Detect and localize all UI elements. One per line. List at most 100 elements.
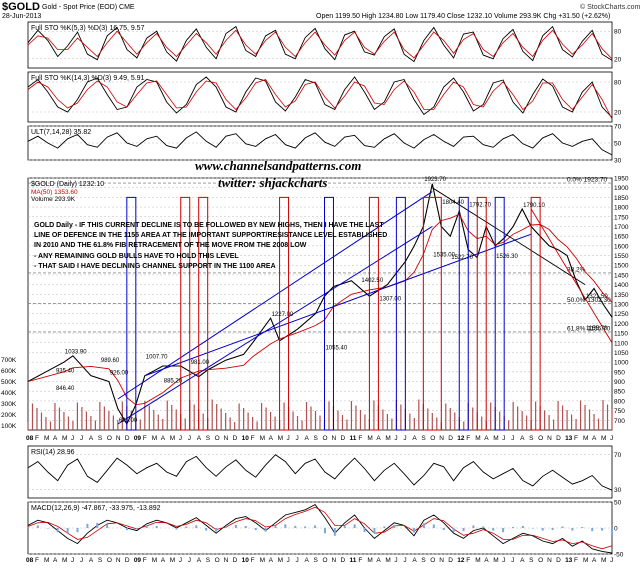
y-tick-label: 20 [614, 56, 622, 63]
x-tick-label: J [511, 557, 514, 564]
panel-macd: -50 0 50 MACD(12,26,9) -47.867, -33.975, -1… [27, 500, 624, 559]
x-tick-label: S [206, 557, 211, 564]
y-tick-label: 750 [614, 408, 625, 415]
price-label: 681.00 [119, 418, 138, 424]
x-tick-label: J [296, 557, 299, 564]
x-tick-label: 13 [565, 557, 573, 564]
annotation-line: GOLD Daily - IF THIS CURRENT DECLINE IS … [34, 222, 384, 229]
x-tick-label: S [314, 557, 319, 564]
volume-tick-label: 700K [1, 357, 17, 364]
panel-frame [27, 445, 613, 499]
x-tick-label: J [502, 557, 505, 564]
x-tick-label: A [89, 557, 94, 564]
x-tick-label: 09 [134, 557, 142, 564]
x-tick-label: S [206, 435, 211, 442]
price-label: 1321.50 [586, 294, 608, 300]
panel-title: ULT(7,14,28) 35.82 [31, 129, 91, 136]
price-label: 885.20 [164, 378, 183, 384]
x-tick-label: J [394, 557, 397, 564]
annotation-line: - ANY REMAINING GOLD BULLS HAVE TO HOLD … [34, 253, 239, 260]
price-label: 1402.50 [361, 278, 383, 284]
x-tick-label: F [358, 435, 362, 442]
x-tick-label: J [188, 557, 191, 564]
x-tick-label: J [610, 557, 613, 564]
x-tick-label: A [484, 557, 489, 564]
y-tick-label: 900 [614, 379, 625, 386]
x-tick-label: N [331, 435, 336, 442]
x-tick-label: F [574, 435, 578, 442]
legend-entry: MA(50) 1353.60 [31, 189, 78, 196]
brand: © StockCharts.com [580, 3, 640, 11]
x-tick-label: A [305, 557, 310, 564]
price-label: 989.60 [101, 358, 120, 364]
price-label: 1007.70 [146, 355, 168, 361]
volume-tick-label: 100K [1, 423, 17, 430]
volume-tick-label: 500K [1, 379, 17, 386]
volume-tick-label: 300K [1, 401, 17, 408]
series-line-MACD [27, 504, 613, 554]
x-tick-label: O [430, 435, 435, 442]
x-tick-label: 08 [26, 435, 34, 442]
y-tick-label: 1550 [614, 253, 629, 260]
y-tick-label: 50 [614, 141, 622, 148]
x-tick-label: J [287, 435, 290, 442]
x-tick-label: J [71, 557, 74, 564]
x-tick-label: F [466, 557, 470, 564]
panel-title: Full STO %K(5,3) %D(3) 16.75, 9.57 [31, 25, 145, 32]
volume-tick-label: 200K [1, 412, 17, 419]
price-label: 1055.40 [325, 345, 347, 351]
x-tick-label: D [125, 557, 130, 564]
x-tick-label: D [233, 557, 238, 564]
x-tick-label: 08 [26, 557, 34, 564]
x-tick-label: S [421, 435, 426, 442]
price-label: 926.00 [110, 370, 129, 376]
x-tick-label: A [197, 557, 202, 564]
x-tick-label: D [340, 557, 345, 564]
x-tick-label: J [403, 435, 406, 442]
x-tick-label: M [278, 435, 283, 442]
x-tick-label: 09 [134, 435, 142, 442]
chart-date: 28-Jun-2013 [2, 13, 41, 20]
panel-stoch-fast: 20 80 Full STO %K(5,3) %D(3) 16.75, 9.57 [27, 21, 622, 69]
x-tick-label: N [116, 557, 121, 564]
x-tick-label: 12 [457, 435, 465, 442]
quote-line: Open 1199.50 High 1234.80 Low 1179.40 Cl… [316, 13, 610, 20]
y-tick-label: 1150 [614, 331, 628, 338]
y-tick-label: 700 [614, 418, 625, 425]
y-tick-label: 1450 [614, 272, 629, 279]
x-tick-label: N [224, 557, 229, 564]
x-tick-label: D [448, 435, 453, 442]
series-line-Signal [27, 506, 613, 550]
x-tick-label: M [62, 557, 67, 564]
y-tick-label: 1500 [614, 263, 629, 270]
y-tick-label: 1200 [614, 321, 629, 328]
volume-tick-label: 400K [1, 390, 17, 397]
price-label: 1790.10 [523, 203, 545, 209]
y-tick-label: 850 [614, 389, 625, 396]
x-tick-label: M [152, 557, 157, 564]
y-tick-label: 1000 [614, 360, 629, 367]
highlight-box [422, 196, 442, 431]
x-tick-label: A [89, 435, 94, 442]
price-label: 1033.90 [65, 350, 87, 356]
price-label: 1792.70 [469, 202, 491, 208]
price-label: 1526.30 [496, 254, 518, 260]
x-tick-label: S [98, 435, 103, 442]
price-label: 846.40 [56, 386, 75, 392]
x-tick-label: N [224, 435, 229, 442]
y-tick-label: 70 [614, 124, 622, 131]
x-tick-label: M [170, 557, 175, 564]
x-tick-label: M [601, 435, 606, 442]
y-tick-label: 1650 [614, 234, 629, 241]
x-tick-label: M [260, 435, 265, 442]
highlight-box [395, 196, 406, 431]
channel-line [144, 233, 532, 377]
y-tick-label: 1050 [614, 350, 629, 357]
x-tick-label: A [53, 435, 58, 442]
x-tick-label: J [188, 435, 191, 442]
x-tick-label: M [44, 435, 49, 442]
x-tick-label: A [592, 435, 597, 442]
watermark-twitter: twitter: shjackcharts [218, 175, 327, 190]
highlight-box [458, 196, 469, 431]
